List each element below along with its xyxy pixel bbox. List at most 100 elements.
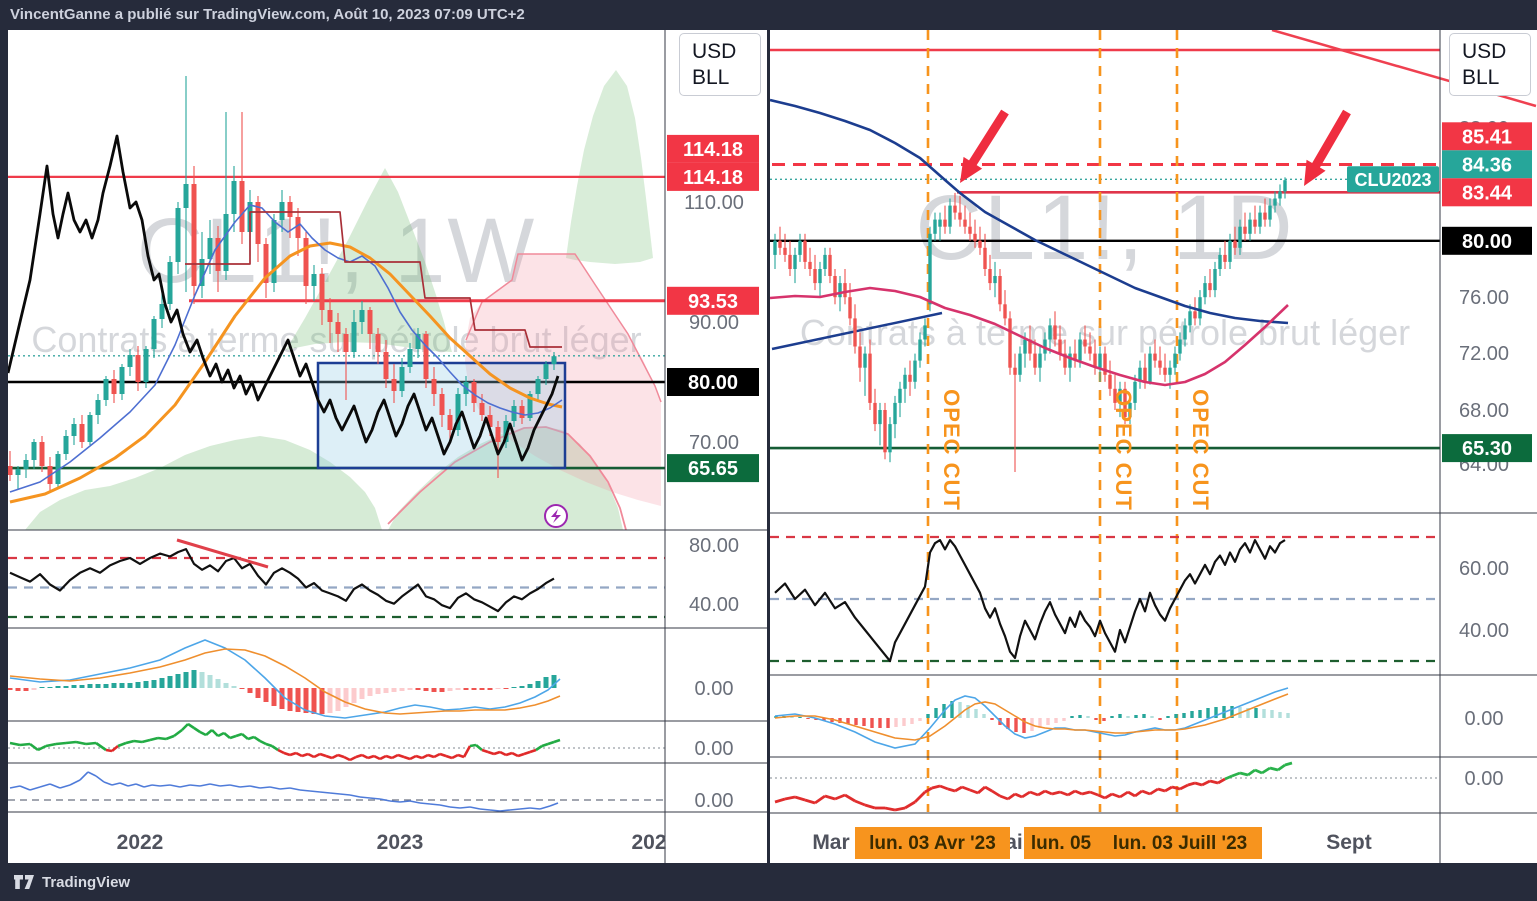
macd-bar (63, 686, 69, 688)
macd-bar (159, 678, 165, 688)
oscillator-line (445, 754, 453, 760)
candle-body (1178, 339, 1182, 354)
macd-bar (854, 718, 858, 725)
oscillator-line (844, 793, 856, 803)
oscillator-line (307, 752, 315, 759)
candle-body (519, 406, 525, 418)
oscillator-line (541, 742, 549, 748)
macd-bar (1126, 716, 1130, 718)
macd-bar (95, 684, 101, 688)
oscillator-line (479, 808, 491, 811)
oscillator-line (151, 784, 161, 787)
oscillator-line (1067, 789, 1076, 797)
candle-body (1273, 198, 1277, 206)
macd-bar (479, 688, 485, 690)
price-tick-label: 0.00 (695, 790, 734, 812)
candle-body (808, 261, 812, 269)
macd-bar (167, 676, 173, 688)
oscillator-line (969, 788, 979, 795)
macd-bar (894, 718, 898, 727)
candle-body (1078, 339, 1082, 361)
oscillator-line (343, 755, 351, 762)
candle-body (279, 202, 285, 220)
price-tick-label: 90.00 (689, 312, 739, 334)
candle-body (858, 346, 862, 368)
price-badge-label: 65.30 (1462, 438, 1512, 460)
rsi-line (9, 548, 555, 613)
oscillator-line (493, 750, 501, 756)
candle-body (923, 325, 927, 340)
candle-body (175, 208, 181, 262)
macd-bar (1006, 718, 1010, 729)
tradingview-logo-icon[interactable] (12, 871, 36, 893)
macd-bar (870, 718, 874, 728)
price-tick-label: 0.00 (695, 738, 734, 760)
candle-body (1268, 205, 1272, 220)
macd-bar (231, 686, 237, 688)
candle-body (838, 283, 842, 298)
macd-bar (367, 688, 373, 696)
macd-bar (806, 718, 810, 719)
candle-body (1088, 346, 1092, 354)
daily-chart-canvas[interactable]: 88.0076.0072.0068.0064.0060.0040.000.000… (770, 30, 1537, 863)
oscillator-line (127, 783, 137, 787)
oscillator-line (1021, 790, 1031, 799)
oscillator-line (379, 754, 387, 761)
oscillator-line (523, 750, 531, 756)
macd-bar (966, 705, 970, 718)
oscillator-line (295, 751, 303, 758)
oscillator-line (189, 784, 201, 787)
oscillator-line (427, 753, 435, 759)
oscillator-line (1089, 790, 1099, 797)
macd-bar (215, 679, 221, 688)
oscillator-line (29, 742, 39, 752)
oscillator-line (239, 785, 251, 788)
macd-bar (838, 718, 842, 723)
macd-bar (175, 674, 181, 688)
candle-body (207, 238, 213, 259)
candle-body (111, 379, 117, 394)
price-tick-label: 110.00 (684, 192, 744, 214)
candle-body (231, 181, 237, 214)
weekly-chart-canvas[interactable]: 110.00 90.00 70.00 80.00 40.00 0.00 0.00 0.00 11… (8, 30, 767, 863)
oscillator-line (331, 753, 339, 760)
oscillator-line (415, 754, 423, 760)
candle-body (511, 406, 517, 421)
price-tick-label: 68.00 (1459, 400, 1509, 422)
oscillator-line (794, 795, 806, 802)
macd-bar (1078, 715, 1082, 718)
oscillator-line (529, 748, 537, 754)
oscillator-line (774, 797, 786, 804)
candle-body (415, 334, 421, 349)
oscillator-line (319, 791, 331, 794)
price-tick-label: 72.00 (1459, 343, 1509, 365)
oscillator-line (1029, 790, 1039, 797)
oscillator-line (241, 733, 249, 740)
candle-body (1033, 353, 1037, 368)
macd-bar (455, 688, 461, 690)
oscillator-line (511, 751, 519, 758)
candle-body (983, 247, 987, 269)
candle-body (998, 276, 1002, 305)
candle-body (551, 356, 557, 364)
candle-body (778, 240, 782, 248)
macd-bar (990, 718, 994, 720)
candle-body (1113, 388, 1117, 403)
candle-body (908, 374, 912, 382)
candle-body (1168, 367, 1172, 375)
oscillator-line (549, 802, 559, 807)
candle-body (1233, 240, 1237, 248)
oscillator-line (389, 800, 401, 803)
macd-bar (822, 718, 826, 721)
macd-bar (1150, 716, 1154, 718)
macd-bar (487, 688, 493, 690)
oscillator-line (1097, 793, 1106, 800)
macd-bar (415, 688, 421, 690)
macd-bar (471, 688, 477, 690)
macd-bar (1270, 710, 1274, 718)
kijun-darkred (185, 211, 562, 348)
oscillator-line (19, 785, 31, 791)
oscillator-line (361, 753, 369, 760)
oscillator-line (95, 741, 107, 752)
unit-measure: BLL (1462, 65, 1500, 89)
